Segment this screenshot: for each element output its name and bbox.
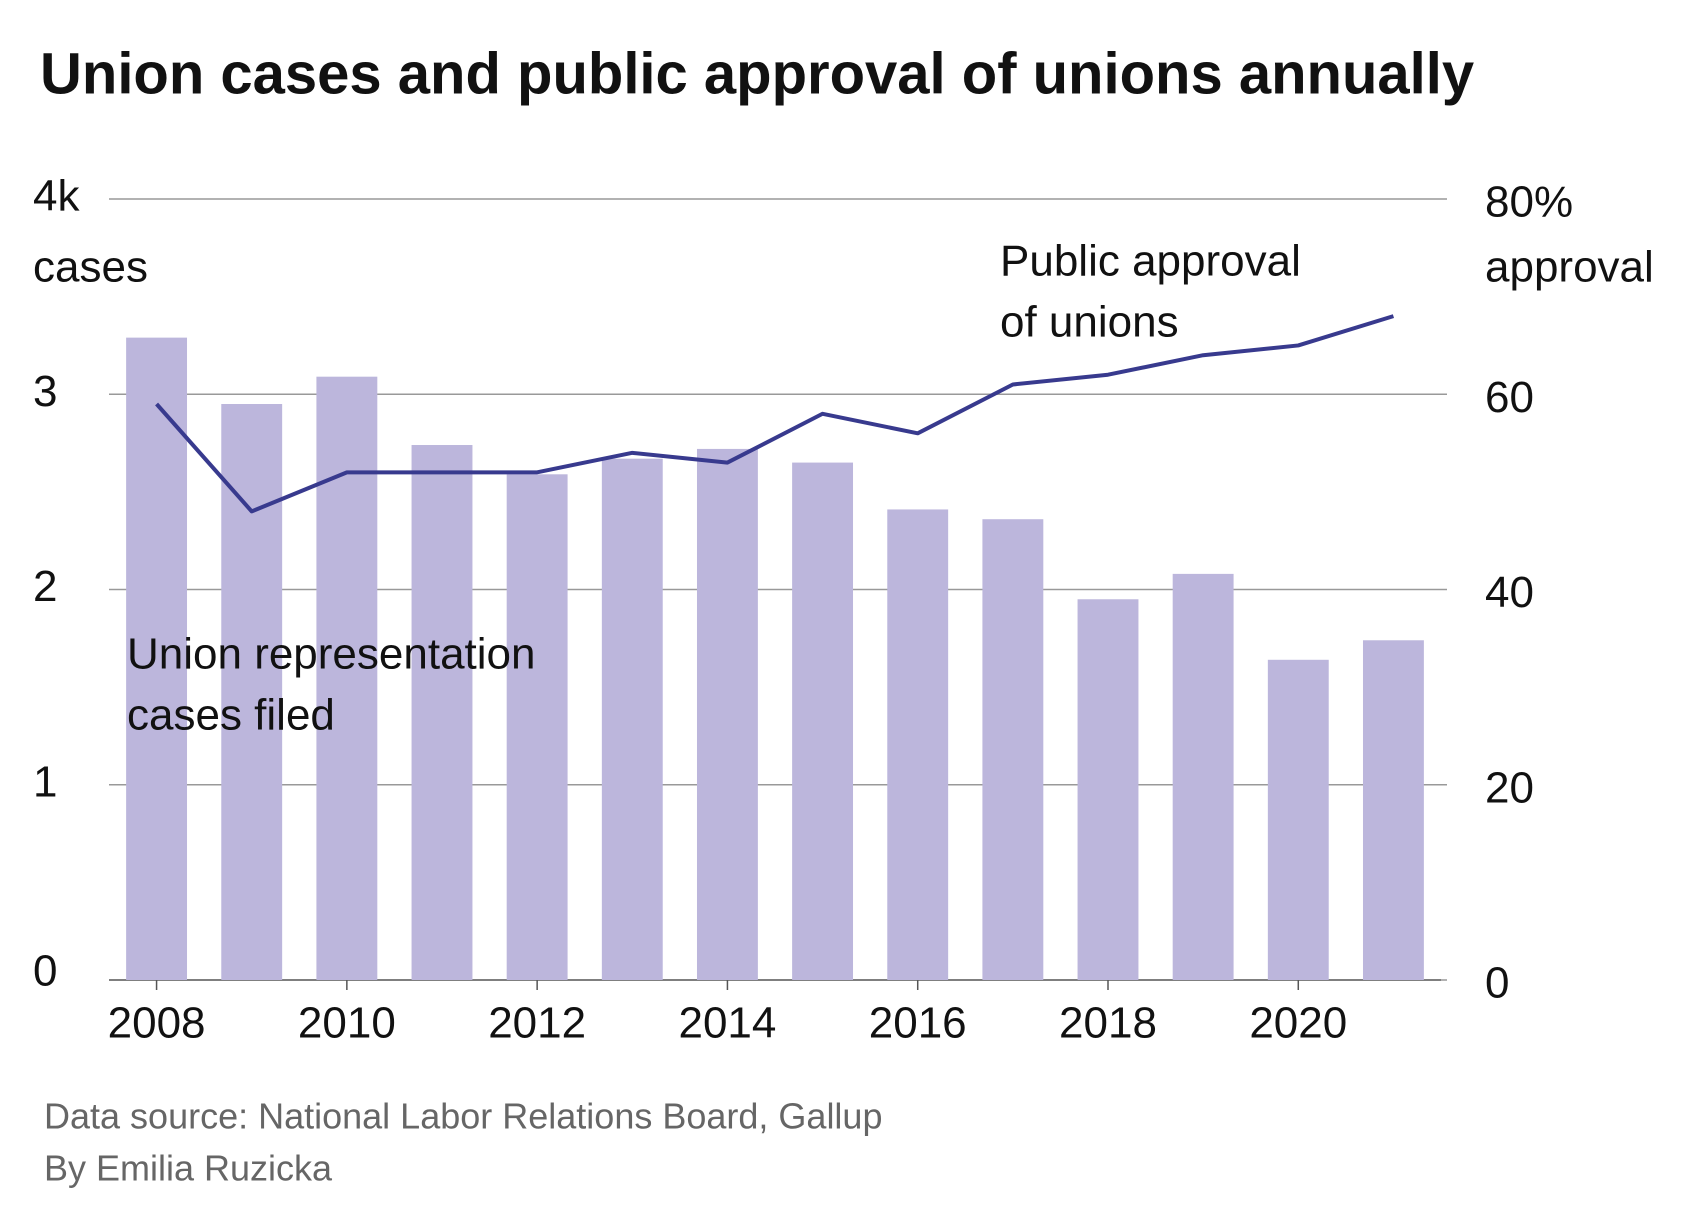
annotation: cases filed	[127, 691, 335, 740]
y2-axis-label: approval	[1485, 243, 1654, 292]
bar	[316, 376, 378, 980]
y-tick-label: 1	[33, 757, 57, 806]
y2-tick-label: 20	[1485, 763, 1534, 812]
y2-tick-label: 80%	[1485, 178, 1573, 227]
x-tick-label: 2012	[488, 999, 586, 1048]
bar	[696, 448, 758, 980]
bar	[1172, 573, 1234, 980]
x-tick-label: 2010	[298, 999, 396, 1048]
bar	[1077, 599, 1139, 980]
y2-tick-label: 60	[1485, 373, 1534, 422]
annotation: of unions	[1000, 298, 1179, 347]
y-tick-label: 0	[33, 947, 57, 996]
bar	[1362, 640, 1424, 980]
x-tick-label: 2014	[678, 999, 776, 1048]
y-tick-label: 4k	[33, 172, 80, 221]
bar	[126, 337, 188, 980]
chart-title: Union cases and public approval of union…	[40, 41, 1474, 106]
byline: By Emilia Ruzicka	[44, 1148, 333, 1189]
annotation: Public approval	[1000, 237, 1301, 286]
bar	[411, 445, 473, 980]
bar	[1267, 659, 1329, 980]
y2-tick-label: 0	[1485, 959, 1509, 1008]
bar	[982, 519, 1044, 980]
bar	[792, 462, 854, 980]
y-axis-label: cases	[33, 243, 148, 292]
bar	[506, 474, 568, 980]
x-tick-label: 2018	[1059, 999, 1157, 1048]
x-tick-label: 2016	[869, 999, 967, 1048]
y-tick-label: 3	[33, 367, 57, 416]
bar	[601, 458, 663, 980]
annotation: Union representation	[127, 630, 535, 679]
x-tick-label: 2008	[108, 999, 206, 1048]
line	[155, 314, 1395, 514]
y-tick-label: 2	[33, 562, 57, 611]
bar	[887, 509, 949, 980]
y2-tick-label: 40	[1485, 568, 1534, 617]
bar	[221, 404, 283, 980]
x-tick-label: 2020	[1249, 999, 1347, 1048]
source: Data source: National Labor Relations Bo…	[44, 1096, 882, 1137]
